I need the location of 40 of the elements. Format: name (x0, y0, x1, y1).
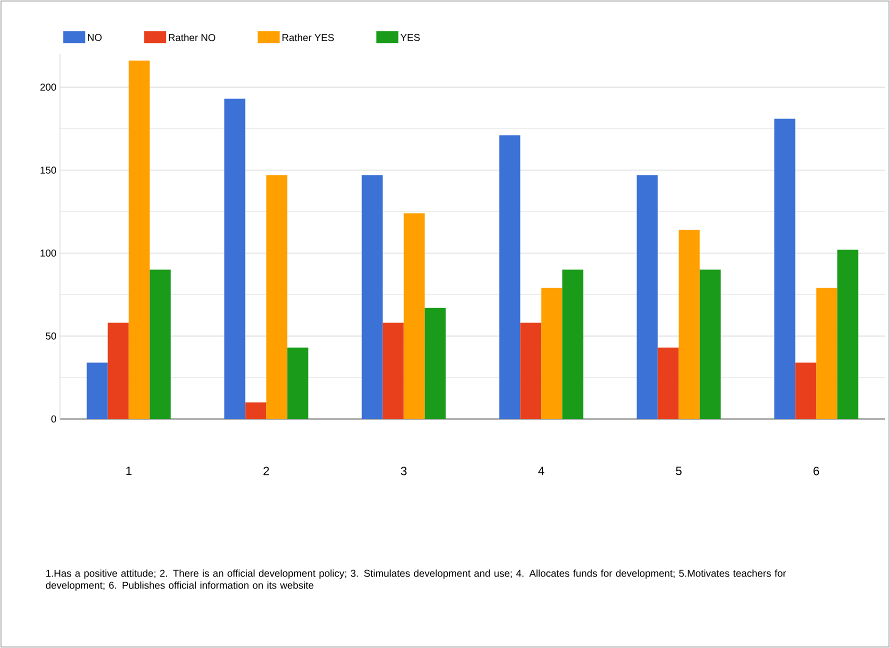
bar (382, 322, 404, 419)
y-tick-label: 200 (40, 84, 56, 91)
bar (108, 322, 129, 419)
bar (128, 60, 150, 419)
bar (266, 175, 288, 419)
y-tick-label: 150 (40, 166, 56, 174)
bar (795, 362, 816, 419)
bar (86, 362, 108, 419)
y-tick-label: 0 (51, 415, 56, 423)
x-tick-label: 3 (400, 466, 407, 476)
y-tick-label: 50 (46, 332, 56, 340)
bar (837, 250, 858, 419)
legend-label: Rather YES (282, 34, 334, 42)
bar (499, 135, 520, 419)
bar (245, 402, 266, 419)
legend-label: YES (400, 34, 420, 41)
text: 1.Has a positive attitude; 2. There is an official development policy; 3. Stimulates development and use; 4. Allocates funds for development; 5.Motivates teachers for development; 6. Publishes official information on its website (46, 570, 786, 591)
x-tick-label: 6 (814, 466, 820, 476)
bar (287, 348, 308, 419)
y-tick-label: 100 (40, 250, 56, 257)
bar (362, 175, 383, 419)
legend-label: Rather NO (168, 34, 216, 42)
bar (774, 118, 796, 419)
bar (562, 270, 584, 419)
bar (636, 175, 658, 419)
bar (224, 98, 246, 419)
x-tick-label: 4 (538, 466, 544, 475)
bar (816, 288, 838, 419)
bar (700, 270, 721, 419)
x-tick-label: 2 (264, 466, 269, 476)
x-tick-label: 1 (126, 466, 132, 475)
legend-label: NO (88, 34, 102, 41)
bar (541, 288, 562, 419)
x-tick-label: 5 (676, 466, 682, 476)
bar (404, 213, 425, 419)
bar (658, 348, 679, 419)
bar (150, 270, 171, 419)
bar (678, 230, 700, 419)
bar (424, 308, 446, 419)
bar (520, 322, 542, 419)
